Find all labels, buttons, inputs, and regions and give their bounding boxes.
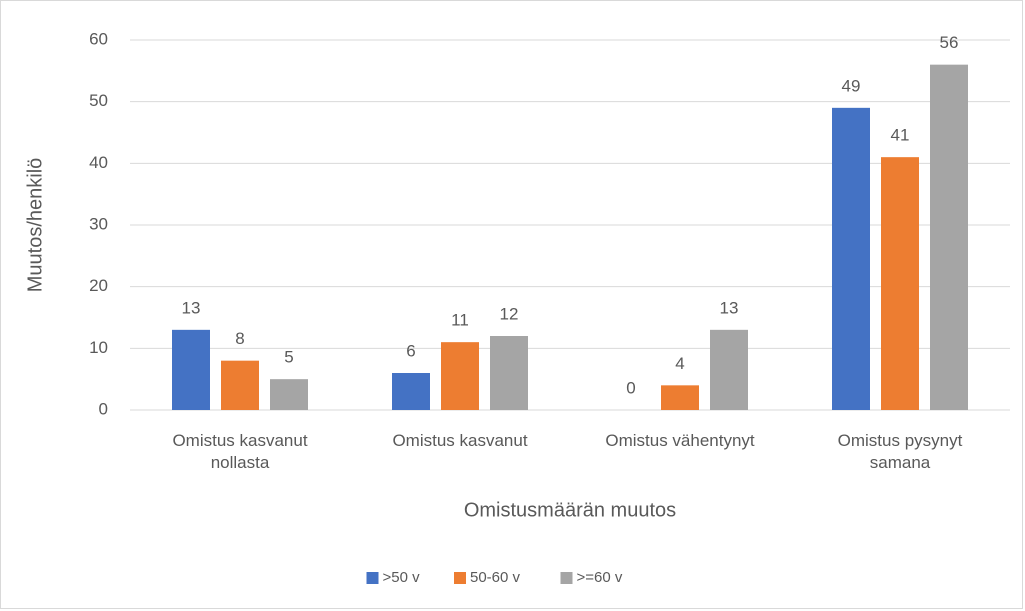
y-tick-label: 40 bbox=[89, 153, 108, 172]
legend-swatch bbox=[366, 572, 379, 584]
data-label: 5 bbox=[284, 348, 293, 367]
x-tick-label: Omistus kasvanut nollasta bbox=[172, 431, 308, 472]
y-tick-label: 10 bbox=[89, 338, 108, 357]
bar bbox=[490, 336, 528, 410]
bar bbox=[221, 360, 259, 410]
bar bbox=[930, 64, 968, 411]
data-label: 41 bbox=[891, 126, 910, 145]
data-label: 13 bbox=[182, 298, 201, 317]
data-label: 8 bbox=[235, 329, 244, 348]
legend-swatch bbox=[560, 572, 573, 584]
legend-label: 50-60 v bbox=[470, 569, 521, 586]
bar bbox=[441, 342, 479, 410]
y-tick-label: 60 bbox=[89, 29, 108, 48]
data-label: 13 bbox=[720, 298, 739, 317]
y-tick-label: 0 bbox=[99, 399, 108, 418]
y-tick-label: 20 bbox=[89, 276, 108, 295]
bar bbox=[270, 379, 308, 410]
data-label: 0 bbox=[626, 378, 635, 397]
data-label: 49 bbox=[842, 76, 861, 95]
x-tick-label: Omistus vähentynyt bbox=[605, 431, 755, 450]
data-label: 6 bbox=[406, 341, 415, 360]
data-label: 12 bbox=[500, 304, 519, 323]
bar bbox=[710, 329, 748, 410]
y-tick-label: 50 bbox=[89, 91, 108, 110]
bar bbox=[881, 157, 919, 410]
data-label: 56 bbox=[940, 33, 959, 52]
legend-swatch bbox=[454, 572, 466, 584]
bar bbox=[392, 373, 430, 410]
bar bbox=[172, 329, 210, 410]
data-label: 11 bbox=[451, 311, 469, 330]
bar bbox=[832, 107, 870, 410]
x-tick-label: Omistus pysynyt samana bbox=[837, 431, 963, 472]
bar bbox=[661, 385, 699, 410]
legend-label: >=60 v bbox=[577, 569, 623, 586]
y-axis-title: Muutos/henkilö bbox=[24, 158, 46, 293]
x-axis-title: Omistusmäärän muutos bbox=[464, 499, 676, 521]
legend-label: >50 v bbox=[383, 569, 421, 586]
data-label: 4 bbox=[675, 354, 684, 373]
x-tick-label: Omistus kasvanut bbox=[392, 431, 528, 450]
y-tick-label: 30 bbox=[89, 214, 108, 233]
